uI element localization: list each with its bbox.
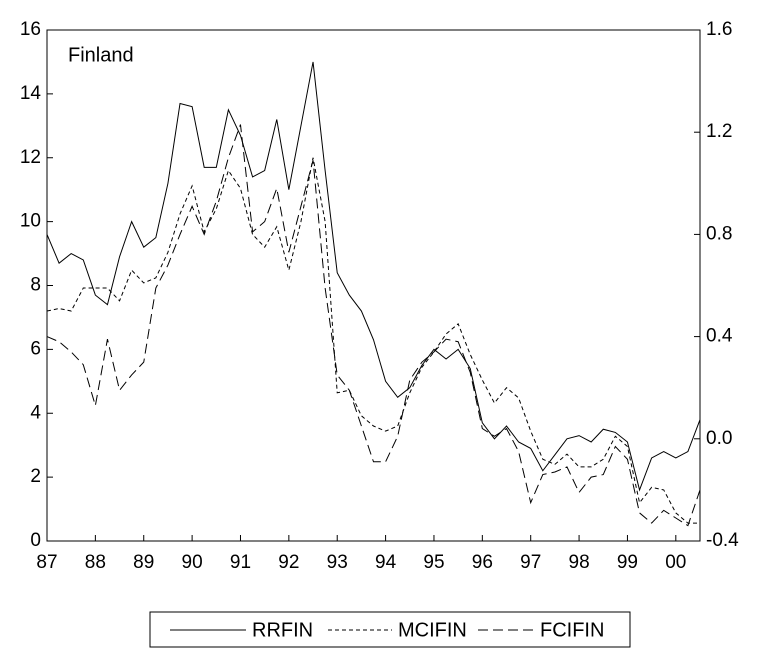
legend-label: FCIFIN xyxy=(540,619,604,641)
x-tick-label: 97 xyxy=(520,552,541,573)
y2-tick-label: 0.8 xyxy=(706,223,732,244)
line-series xyxy=(46,61,701,492)
y-tick-label: 6 xyxy=(30,338,41,359)
y-tick-label: 0 xyxy=(30,530,41,551)
legend-label: RRFIN xyxy=(252,619,313,641)
legend-label: MCIFIN xyxy=(398,619,467,641)
y2-tick-label: 0.4 xyxy=(706,326,733,347)
line-series xyxy=(46,157,700,524)
x-tick-label: 91 xyxy=(230,552,251,573)
annotation: Finland xyxy=(68,44,134,66)
y-tick-label: 2 xyxy=(30,466,41,487)
x-tick-label: 99 xyxy=(617,552,638,573)
x-tick-label: 94 xyxy=(375,552,397,573)
plot-frame xyxy=(46,29,701,542)
x-tick-label: 93 xyxy=(327,552,348,573)
y-tick-label: 16 xyxy=(20,19,41,40)
line-series xyxy=(46,124,701,527)
x-tick-label: 87 xyxy=(36,552,57,573)
x-tick-label: 98 xyxy=(569,552,590,573)
x-tick-label: 92 xyxy=(278,552,299,573)
legend-box xyxy=(149,611,631,648)
y-tick-label: 12 xyxy=(20,147,41,168)
x-tick-label: 95 xyxy=(423,552,444,573)
x-tick-label: 89 xyxy=(133,552,154,573)
y-tick-label: 14 xyxy=(20,83,42,104)
y2-tick-label: 1.6 xyxy=(706,19,732,40)
y-tick-label: 10 xyxy=(20,211,41,232)
x-tick-label: 00 xyxy=(665,552,686,573)
y2-tick-label: 1.2 xyxy=(706,121,732,142)
y-tick-label: 4 xyxy=(30,402,41,423)
x-tick-label: 96 xyxy=(472,552,493,573)
y2-tick-label: 0.0 xyxy=(706,428,732,449)
x-tick-label: 88 xyxy=(85,552,106,573)
x-tick-label: 90 xyxy=(182,552,203,573)
y2-tick-label: -0.4 xyxy=(706,530,739,551)
y-tick-label: 8 xyxy=(30,275,41,296)
